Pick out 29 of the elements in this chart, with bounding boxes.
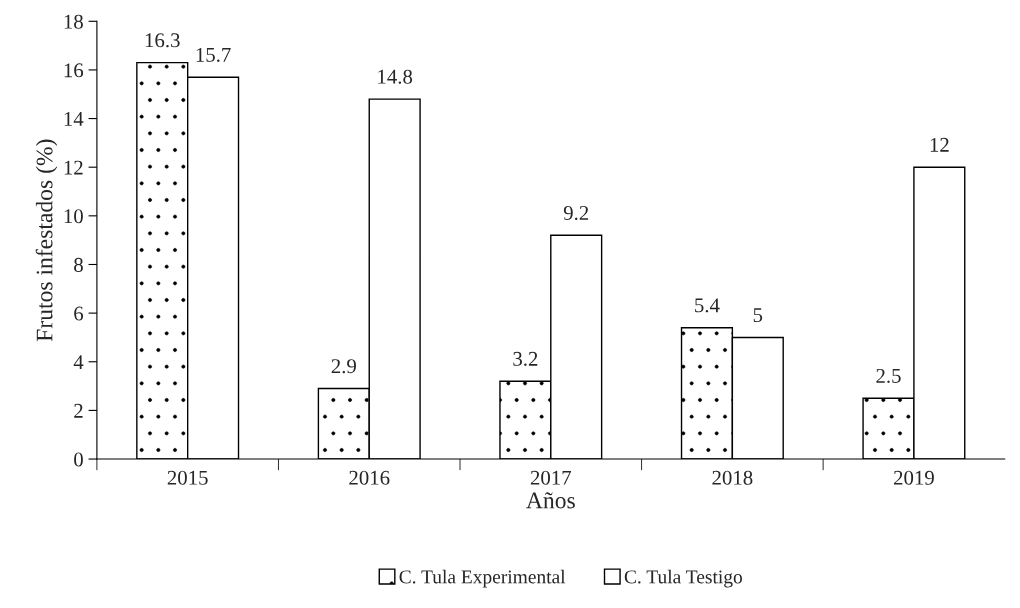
y-tick-label: 0: [74, 452, 83, 467]
x-tick-label: 2016: [349, 470, 390, 485]
data-label: 9.2: [563, 205, 589, 221]
data-label: 2.5: [876, 368, 901, 383]
legend-label: C. Tula Experimental: [399, 569, 566, 588]
y-tick-label: 8: [74, 257, 83, 272]
y-axis-title: Frutos infestados (%): [35, 139, 58, 342]
y-tick-label: 16: [64, 63, 84, 78]
data-label: 15.7: [196, 47, 231, 62]
x-tick-label: 2017: [530, 470, 572, 485]
data-label: 5.4: [695, 298, 720, 313]
x-tick-label: 2015: [167, 470, 208, 485]
data-label: 5: [753, 308, 763, 323]
y-tick-label: 18: [64, 14, 83, 29]
x-tick-label: 2019: [894, 470, 934, 485]
y-tick-label: 12: [64, 160, 83, 175]
data-label: 3.2: [513, 351, 538, 366]
x-tick-label: 2018: [712, 470, 753, 485]
y-tick-label: 4: [73, 355, 84, 369]
data-label: 16.3: [145, 33, 180, 48]
y-tick-label: 14: [64, 112, 84, 126]
y-tick-label: 6: [74, 306, 84, 321]
data-label: 14.8: [378, 69, 413, 84]
legend-label: C. Tula Testigo: [624, 569, 742, 588]
y-tick-label: 10: [64, 209, 83, 224]
data-label: 12: [930, 137, 949, 152]
data-label: 2.9: [331, 359, 356, 374]
x-axis-title: Años: [526, 492, 575, 509]
y-tick-label: 2: [74, 403, 83, 418]
